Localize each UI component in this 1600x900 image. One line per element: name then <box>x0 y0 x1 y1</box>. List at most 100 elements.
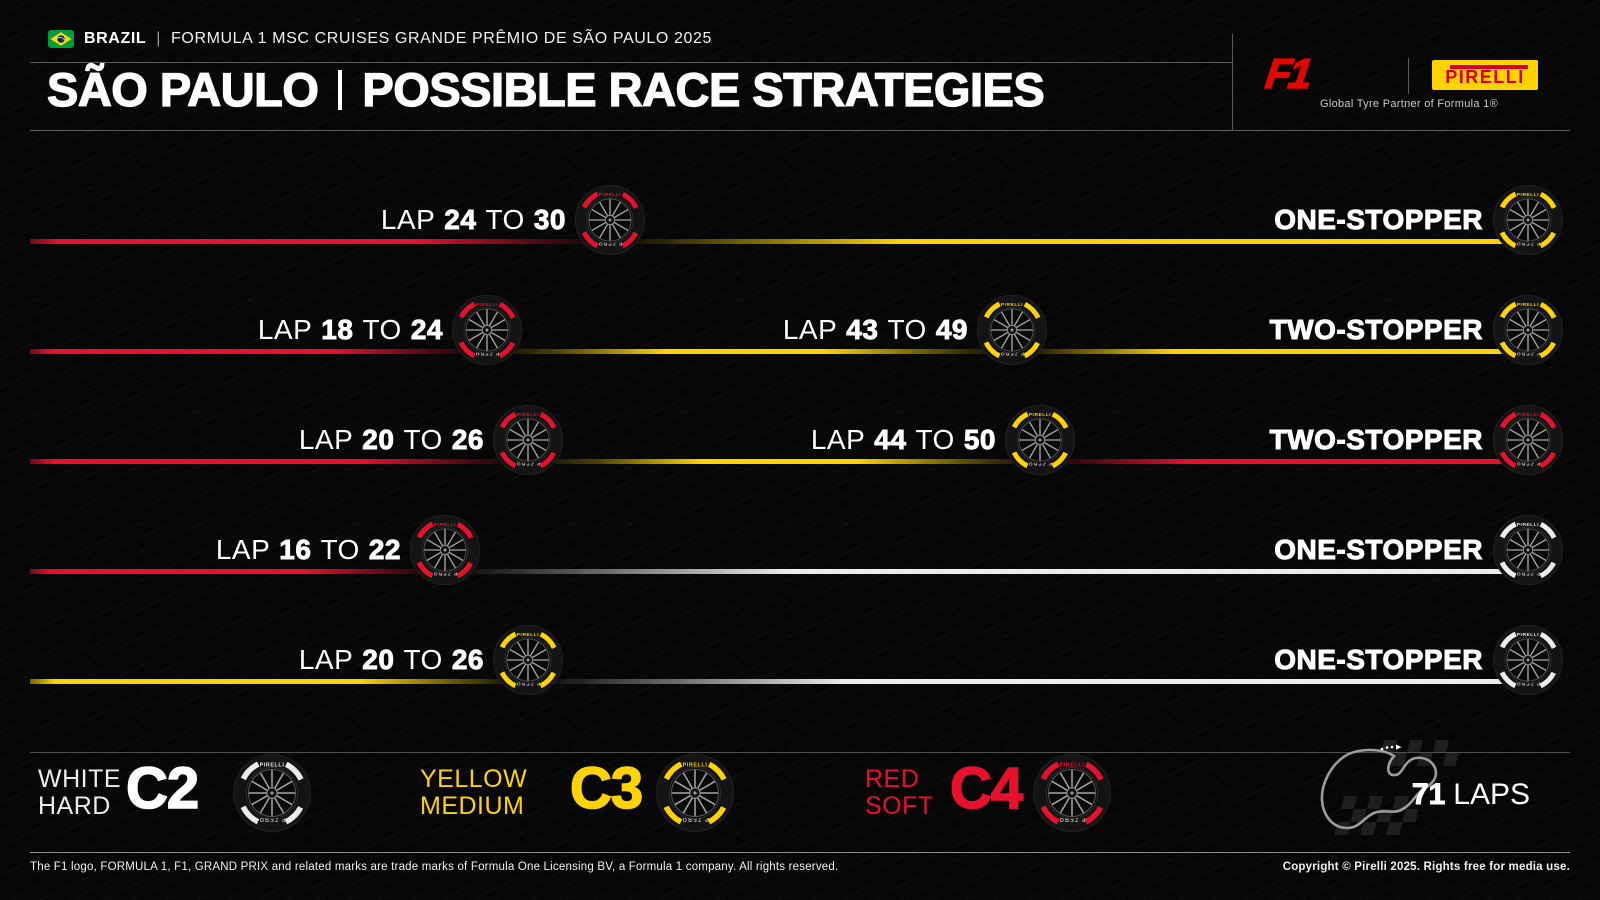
stopper-label: TWO-STOPPER <box>1269 424 1483 456</box>
lap-to: 26 <box>451 424 484 456</box>
stint-segment <box>30 679 528 684</box>
start-finish-marker <box>1380 744 1402 751</box>
lap-word: LAP <box>380 204 436 235</box>
stint-segment <box>30 459 528 464</box>
tyre-icon <box>1032 753 1112 833</box>
pit-window-label: LAP 20 TO 26 <box>299 424 484 456</box>
lap-word: LAP <box>782 314 838 345</box>
tyre-icon <box>1492 514 1564 586</box>
stint-segment <box>610 239 1520 244</box>
tyre-icon <box>574 184 646 256</box>
header-divider-vertical <box>1232 34 1233 130</box>
pit-window-label: LAP 20 TO 26 <box>299 644 484 676</box>
tyre-icon <box>655 753 735 833</box>
legend-medium-words: YELLOW MEDIUM <box>420 766 527 820</box>
legend-soft-words: RED SOFT <box>865 766 934 820</box>
lap-word: LAP <box>257 314 313 345</box>
lap-to: 22 <box>368 534 401 566</box>
f1-logo: F1 <box>1262 49 1313 98</box>
compound-color-word: RED <box>865 765 920 793</box>
stint-segment <box>528 679 1520 684</box>
tyre-icon <box>1492 294 1564 366</box>
compound-code: C4 <box>949 756 1024 821</box>
lap-to: 50 <box>963 424 996 456</box>
pirelli-logo: PIRELLI <box>1432 60 1538 90</box>
stint-segment <box>445 569 1520 574</box>
pit-window-label: LAP 24 TO 30 <box>381 204 566 236</box>
stint-segment <box>528 459 1040 464</box>
pit-window-label: LAP 44 TO 50 <box>811 424 996 456</box>
lap-from: 18 <box>321 314 354 346</box>
stopper-label: ONE-STOPPER <box>1274 534 1483 566</box>
to-word: TO <box>362 314 402 345</box>
tyre-icon <box>976 294 1048 366</box>
pit-window-label: LAP 43 TO 49 <box>783 314 968 346</box>
event-line: BRAZIL | FORMULA 1 MSC CRUISES GRANDE PR… <box>48 30 712 48</box>
lap-to: 49 <box>935 314 968 346</box>
lap-from: 20 <box>362 424 395 456</box>
circuit-map-icon <box>1320 740 1459 835</box>
compound-name: HARD <box>38 792 111 820</box>
title-divider <box>338 70 343 110</box>
lap-from: 24 <box>444 204 477 236</box>
lap-word: LAP <box>298 424 354 455</box>
compound-code: C2 <box>125 756 200 821</box>
stint-segment <box>1012 349 1520 354</box>
tyre-icon <box>1492 624 1564 696</box>
to-word: TO <box>320 534 360 565</box>
stint-segment <box>1040 459 1520 464</box>
lap-to: 30 <box>533 204 566 236</box>
logo-divider <box>1408 58 1409 94</box>
tyre-icon <box>492 624 564 696</box>
footer-divider <box>30 852 1570 853</box>
lap-word: LAP <box>298 644 354 675</box>
stopper-label: TWO-STOPPER <box>1269 314 1483 346</box>
lap-word: LAP <box>810 424 866 455</box>
legend-hard-words: WHITE HARD <box>38 766 121 820</box>
compound-color-word: WHITE <box>38 765 122 793</box>
stint-segment <box>30 239 610 244</box>
stopper-label: ONE-STOPPER <box>1274 644 1483 676</box>
tyre-icon <box>232 753 312 833</box>
lap-from: 20 <box>362 644 395 676</box>
tyre-icon <box>409 514 481 586</box>
lap-from: 43 <box>846 314 879 346</box>
to-word: TO <box>403 644 443 675</box>
lap-to: 26 <box>451 644 484 676</box>
pirelli-logo-text: PIRELLI <box>1445 66 1525 87</box>
to-word: TO <box>485 204 525 235</box>
page-title: SÃO PAULO POSSIBLE RACE STRATEGIES <box>46 63 1046 116</box>
compound-name: MEDIUM <box>420 792 525 820</box>
stint-segment <box>30 349 487 354</box>
event-separator: | <box>156 30 162 47</box>
event-country: BRAZIL <box>84 30 147 47</box>
compound-color-word: YELLOW <box>420 765 528 793</box>
lap-to: 24 <box>410 314 443 346</box>
trademark-notice: The F1 logo, FORMULA 1, F1, GRAND PRIX a… <box>30 861 839 873</box>
pit-window-label: LAP 18 TO 24 <box>258 314 443 346</box>
page-title-subject: POSSIBLE RACE STRATEGIES <box>362 63 1046 116</box>
brazil-flag-icon <box>48 30 74 48</box>
total-laps: 71 LAPS <box>1411 778 1530 812</box>
tyre-icon <box>492 404 564 476</box>
copyright-notice: Copyright © Pirelli 2025. Rights free fo… <box>1282 861 1570 873</box>
to-word: TO <box>887 314 927 345</box>
legend-divider <box>30 752 1570 753</box>
to-word: TO <box>915 424 955 455</box>
tyre-icon <box>1492 184 1564 256</box>
page-title-location: SÃO PAULO <box>46 63 319 116</box>
compound-code: C3 <box>569 756 644 821</box>
laps-word: LAPS <box>1453 778 1530 811</box>
compound-name: SOFT <box>865 792 934 820</box>
lap-from: 16 <box>279 534 312 566</box>
stint-segment <box>30 569 445 574</box>
laps-number: 71 <box>1411 778 1446 812</box>
header-divider-top <box>30 62 1232 63</box>
to-word: TO <box>403 424 443 455</box>
pit-window-label: LAP 16 TO 22 <box>216 534 401 566</box>
tyre-icon <box>1004 404 1076 476</box>
lap-from: 44 <box>874 424 907 456</box>
stint-segment <box>487 349 1012 354</box>
event-name: FORMULA 1 MSC CRUISES GRANDE PRÊMIO DE S… <box>171 30 712 47</box>
